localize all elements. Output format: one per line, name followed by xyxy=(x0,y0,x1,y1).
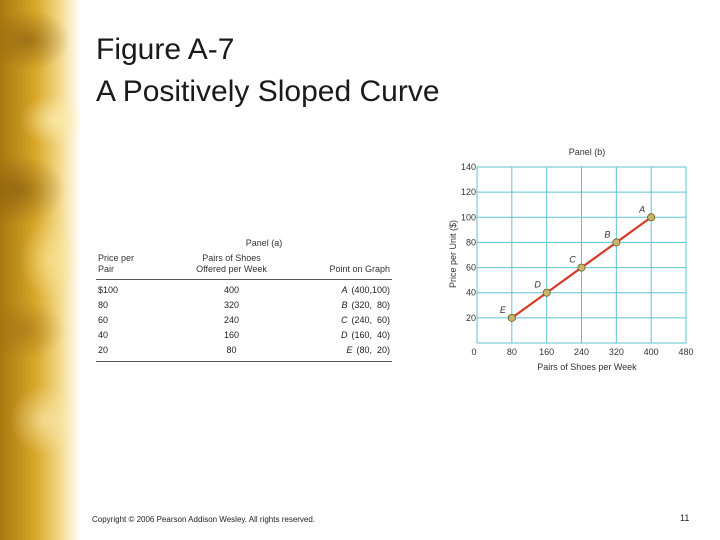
panel-a-table-section: Panel (a) Price per Pair Pairs of Shoes … xyxy=(96,238,392,362)
x-tick-label: 320 xyxy=(609,347,624,357)
point-letter: C xyxy=(340,315,348,325)
point-coords: (160, 40) xyxy=(351,330,390,340)
data-point-label: B xyxy=(604,229,610,239)
cell-pairs: 160 xyxy=(223,330,240,340)
y-tick-label: 20 xyxy=(466,313,476,323)
point-coords: (320, 80) xyxy=(351,300,390,310)
side-decorative-image xyxy=(0,0,80,540)
cell-pairs: 320 xyxy=(223,300,240,310)
table-row: 40 160 D (160, 40) xyxy=(96,328,392,343)
y-tick-label: 120 xyxy=(461,187,476,197)
page-number: 11 xyxy=(680,513,690,523)
panel-a-title: Panel (a) xyxy=(245,238,283,248)
data-point xyxy=(577,263,586,272)
x-tick-label: 160 xyxy=(539,347,554,357)
header-pairs-text: Pairs of Shoes Offered per Week xyxy=(196,253,267,274)
cell-price: 40 xyxy=(98,330,109,340)
data-point xyxy=(507,313,516,322)
y-tick-label: 140 xyxy=(461,162,476,172)
table-row: 60 240 C (240, 60) xyxy=(96,313,392,328)
copyright-footer: Copyright © 2006 Pearson Addison Wesley.… xyxy=(92,515,316,524)
point-letter: D xyxy=(340,330,348,340)
point-coords: (400,100) xyxy=(351,285,390,295)
x-tick-label: 400 xyxy=(644,347,659,357)
table-row: $100 400 A (400,100) xyxy=(96,280,392,299)
table-header-row: Price per Pair Pairs of Shoes Offered pe… xyxy=(96,253,392,280)
y-axis-label: Price per Unit ($) xyxy=(448,220,458,288)
x-tick-label: 80 xyxy=(507,347,517,357)
point-coords: (80, 20) xyxy=(356,345,390,355)
cell-price: $100 xyxy=(98,285,119,295)
cell-price: 80 xyxy=(98,300,109,310)
slide-title: Figure A-7 xyxy=(96,33,235,66)
header-price: Price per Pair xyxy=(96,253,160,280)
header-point: Point on Graph xyxy=(303,253,392,280)
header-pairs: Pairs of Shoes Offered per Week xyxy=(160,253,303,280)
point-letter: B xyxy=(341,300,348,310)
header-price-text: Price per Pair xyxy=(98,253,135,274)
data-point xyxy=(647,213,656,222)
y-tick-label: 100 xyxy=(461,212,476,222)
table-row: 80 320 B (320, 80) xyxy=(96,298,392,313)
x-tick-label: 0 xyxy=(471,347,476,357)
cell-point: A (400,100) xyxy=(303,280,392,299)
point-coords: (240, 60) xyxy=(351,315,390,325)
supply-schedule-table: Price per Pair Pairs of Shoes Offered pe… xyxy=(96,253,392,362)
data-point-label: D xyxy=(534,280,541,290)
slide-subtitle: A Positively Sloped Curve xyxy=(96,75,440,108)
data-point-label: A xyxy=(638,204,645,214)
data-point-label: C xyxy=(569,255,576,265)
cell-point: C (240, 60) xyxy=(303,313,392,328)
cell-point: D (160, 40) xyxy=(303,328,392,343)
cell-pairs: 240 xyxy=(223,315,240,325)
y-tick-label: 80 xyxy=(466,237,476,247)
cell-price: 60 xyxy=(98,315,109,325)
data-point xyxy=(542,288,551,297)
y-tick-label: 60 xyxy=(466,263,476,273)
chart-title: Panel (b) xyxy=(569,147,606,157)
cell-point: E (80, 20) xyxy=(303,343,392,362)
data-point xyxy=(612,238,621,247)
header-point-text: Point on Graph xyxy=(329,264,390,274)
x-axis-label: Pairs of Shoes per Week xyxy=(537,362,637,372)
data-point-label: E xyxy=(500,305,507,315)
point-letter: E xyxy=(346,345,353,355)
series-line xyxy=(511,216,652,319)
table-row: 20 80 E (80, 20) xyxy=(96,343,392,362)
x-tick-label: 240 xyxy=(574,347,589,357)
x-tick-label: 480 xyxy=(678,347,693,357)
cell-point: B (320, 80) xyxy=(303,298,392,313)
cell-price: 20 xyxy=(98,345,109,355)
point-letter: A xyxy=(341,285,348,295)
y-tick-label: 40 xyxy=(466,288,476,298)
cell-pairs: 80 xyxy=(226,345,237,355)
cell-pairs: 400 xyxy=(223,285,240,295)
